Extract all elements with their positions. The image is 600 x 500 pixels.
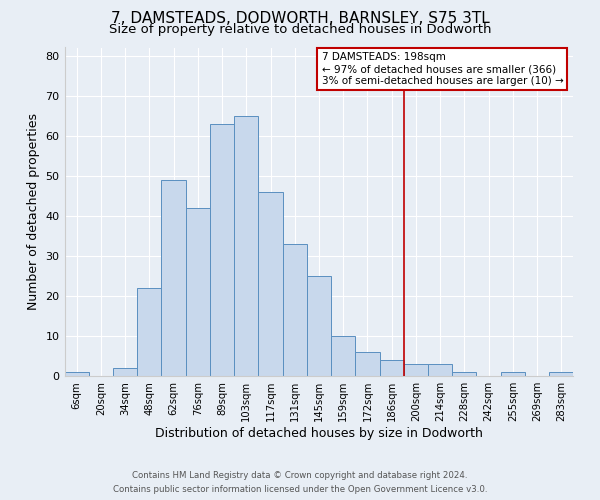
Bar — [210, 124, 234, 376]
Bar — [186, 208, 210, 376]
Bar — [234, 116, 259, 376]
Bar — [283, 244, 307, 376]
Bar — [404, 364, 428, 376]
Bar — [161, 180, 186, 376]
Bar — [380, 360, 404, 376]
Bar — [355, 352, 380, 376]
Bar — [452, 372, 476, 376]
Text: Size of property relative to detached houses in Dodworth: Size of property relative to detached ho… — [109, 24, 491, 36]
Bar — [428, 364, 452, 376]
Bar — [259, 192, 283, 376]
Bar — [501, 372, 525, 376]
Bar — [331, 336, 355, 376]
Y-axis label: Number of detached properties: Number of detached properties — [27, 114, 40, 310]
Text: 7, DAMSTEADS, DODWORTH, BARNSLEY, S75 3TL: 7, DAMSTEADS, DODWORTH, BARNSLEY, S75 3T… — [110, 11, 490, 26]
Bar — [549, 372, 574, 376]
Bar — [113, 368, 137, 376]
Text: 7 DAMSTEADS: 198sqm
← 97% of detached houses are smaller (366)
3% of semi-detach: 7 DAMSTEADS: 198sqm ← 97% of detached ho… — [322, 52, 563, 86]
Text: Contains HM Land Registry data © Crown copyright and database right 2024.
Contai: Contains HM Land Registry data © Crown c… — [113, 472, 487, 494]
Bar — [307, 276, 331, 376]
Bar — [65, 372, 89, 376]
X-axis label: Distribution of detached houses by size in Dodworth: Distribution of detached houses by size … — [155, 427, 483, 440]
Bar — [137, 288, 161, 376]
